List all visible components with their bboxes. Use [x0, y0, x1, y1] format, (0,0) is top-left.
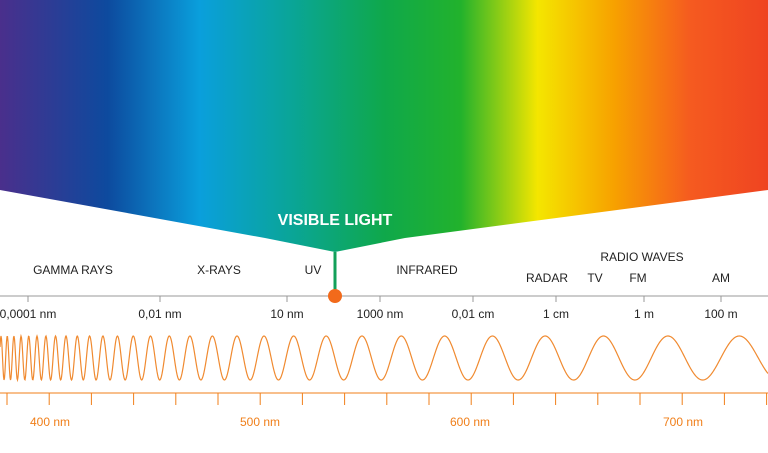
title: VISIBLE LIGHT — [278, 212, 393, 229]
scale-label: 1 m — [634, 307, 654, 321]
scale-label: 1000 nm — [357, 307, 404, 321]
band-label: GAMMA RAYS — [33, 263, 113, 277]
visible-label: 400 nm — [30, 415, 70, 429]
scale-label: 0,0001 nm — [0, 307, 56, 321]
band-label: AM — [712, 271, 730, 285]
visible-label: 700 nm — [663, 415, 703, 429]
scale-label: 100 m — [704, 307, 737, 321]
scale-label: 0,01 nm — [138, 307, 181, 321]
visible-label: 600 nm — [450, 415, 490, 429]
scale-label: 1 cm — [543, 307, 569, 321]
scale-label: 0,01 cm — [452, 307, 495, 321]
band-labels: GAMMA RAYS X-RAYS UV INFRARED RADIO WAVE… — [33, 250, 730, 285]
pointer-dot — [328, 289, 342, 303]
band-label: INFRARED — [396, 263, 458, 277]
scale-label: 10 nm — [270, 307, 303, 321]
band-label: RADAR — [526, 271, 568, 285]
scale: 0,0001 nm 0,01 nm 10 nm 1000 nm 0,01 cm 1 cm 1… — [0, 296, 738, 321]
band-label: FM — [629, 271, 646, 285]
band-label: UV — [305, 263, 322, 277]
wave — [0, 333, 768, 383]
spectrum-band — [0, 0, 768, 252]
visible-scale: 400 nm 500 nm 600 nm 700 nm — [6, 393, 768, 429]
band-label: TV — [587, 271, 602, 285]
visible-label: 500 nm — [240, 415, 280, 429]
band-label: RADIO WAVES — [600, 250, 683, 264]
band-label: X-RAYS — [197, 263, 241, 277]
